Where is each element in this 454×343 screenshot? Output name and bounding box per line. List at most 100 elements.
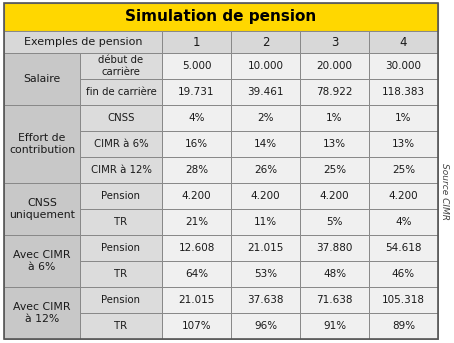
Text: 4: 4 [400,35,407,48]
Bar [231,105,300,131]
Text: 64%: 64% [185,269,208,279]
Bar [80,157,162,183]
Text: 25%: 25% [392,165,415,175]
Bar [300,261,369,287]
Bar [162,235,231,261]
Bar [300,287,369,313]
Bar [231,287,300,313]
Text: 21.015: 21.015 [247,243,284,253]
Bar [369,105,438,131]
Text: 16%: 16% [185,139,208,149]
Bar [369,31,438,53]
Text: 1%: 1% [326,113,343,123]
Text: fin de carrière: fin de carrière [86,87,156,97]
Bar [162,183,231,209]
Text: 89%: 89% [392,321,415,331]
Text: 71.638: 71.638 [316,295,353,305]
Bar [162,79,231,105]
Bar [231,53,300,79]
Bar [80,209,162,235]
Bar [369,183,438,209]
Text: 91%: 91% [323,321,346,331]
Bar [4,31,162,53]
Text: Pension: Pension [102,243,140,253]
Bar [162,157,231,183]
Text: Pension: Pension [102,295,140,305]
Bar [300,131,369,157]
Bar [300,313,369,339]
Bar [4,3,438,31]
Text: CNSS
uniquement: CNSS uniquement [9,198,75,220]
Bar [369,287,438,313]
Bar [4,287,80,339]
Text: 12.608: 12.608 [178,243,215,253]
Text: Simulation de pension: Simulation de pension [125,10,316,24]
Bar [369,209,438,235]
Bar [369,79,438,105]
Text: 2: 2 [262,35,269,48]
Text: 13%: 13% [392,139,415,149]
Text: 3: 3 [331,35,338,48]
Text: 4%: 4% [188,113,205,123]
Text: 4.200: 4.200 [182,191,211,201]
Bar [300,235,369,261]
Text: 107%: 107% [182,321,211,331]
Bar [369,313,438,339]
Text: 4%: 4% [395,217,412,227]
Bar [80,131,162,157]
Bar [231,235,300,261]
Bar [231,31,300,53]
Text: 48%: 48% [323,269,346,279]
Text: 1%: 1% [395,113,412,123]
Text: Pension: Pension [102,191,140,201]
Bar [162,105,231,131]
Bar [231,261,300,287]
Text: 37.638: 37.638 [247,295,284,305]
Bar [300,183,369,209]
Text: 26%: 26% [254,165,277,175]
Text: 4.200: 4.200 [389,191,418,201]
Bar [80,313,162,339]
Bar [369,261,438,287]
Text: 2%: 2% [257,113,274,123]
Text: Effort de
contribution: Effort de contribution [9,133,75,155]
Text: 20.000: 20.000 [316,61,352,71]
Bar [162,313,231,339]
Bar [300,79,369,105]
Bar [80,261,162,287]
Text: 11%: 11% [254,217,277,227]
Bar [162,131,231,157]
Bar [231,209,300,235]
Text: 25%: 25% [323,165,346,175]
Bar [80,235,162,261]
Bar [4,105,80,183]
Text: 37.880: 37.880 [316,243,353,253]
Bar [162,53,231,79]
Text: Avec CIMR
à 6%: Avec CIMR à 6% [13,250,71,272]
Bar [162,261,231,287]
Bar [231,157,300,183]
Text: 54.618: 54.618 [385,243,422,253]
Text: CIMR à 6%: CIMR à 6% [94,139,148,149]
Text: 5.000: 5.000 [182,61,211,71]
Text: Source CIMR: Source CIMR [439,163,449,220]
Text: TR: TR [114,217,128,227]
Bar [80,105,162,131]
Bar [80,53,162,79]
Bar [4,183,80,235]
Text: 14%: 14% [254,139,277,149]
Text: 30.000: 30.000 [385,61,421,71]
Bar [300,31,369,53]
Text: 105.318: 105.318 [382,295,425,305]
Bar [300,209,369,235]
Bar [4,235,80,287]
Bar [369,157,438,183]
Text: Salaire: Salaire [23,74,61,84]
Bar [369,235,438,261]
Bar [231,183,300,209]
Bar [80,183,162,209]
Bar [162,209,231,235]
Text: 78.922: 78.922 [316,87,353,97]
Text: 53%: 53% [254,269,277,279]
Text: TR: TR [114,321,128,331]
